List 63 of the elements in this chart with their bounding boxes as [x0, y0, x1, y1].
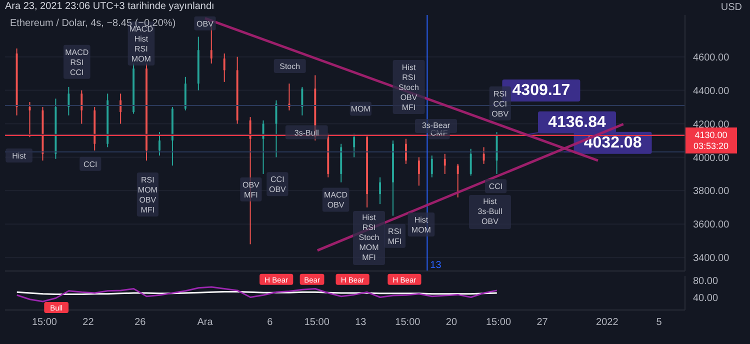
candlestick [120, 93, 122, 124]
x-tick-label: 20 [446, 317, 458, 328]
candlestick [444, 153, 446, 174]
ref-line-label: 4136.84 [548, 114, 606, 131]
y-tick-label: 3400.00 [693, 253, 730, 264]
y-tick-label: 4400.00 [693, 86, 730, 97]
annotation: Hist [12, 151, 27, 160]
x-tick-label: 15:00 [486, 317, 512, 328]
annotation: MACD OBV [324, 190, 348, 210]
y-tick-label: 80.00 [693, 276, 718, 287]
x-tick-label: 2022 [596, 317, 619, 328]
x-tick-label: Ara [197, 317, 214, 328]
candlestick [418, 156, 420, 186]
y-tick-label: 3600.00 [693, 220, 730, 231]
x-tick-label: 26 [134, 317, 146, 328]
candlestick [470, 148, 472, 176]
x-tick-label: 15:00 [32, 317, 58, 328]
candlestick [379, 176, 381, 205]
y-tick-label: 4600.00 [693, 52, 730, 64]
x-tick-label: 22 [82, 317, 94, 328]
candlestick [223, 52, 226, 82]
ref-line-label: 4032.08 [584, 134, 642, 152]
annotation: Hist RSI Stoch MOM MFI [353, 211, 385, 265]
ref-line-label: 4309.17 [512, 82, 570, 99]
candlestick [482, 146, 485, 164]
x-tick-label: 13 [355, 317, 367, 328]
annotation: Hist 3s-Bull OBV [468, 195, 512, 229]
candlestick [430, 155, 433, 178]
y-axis-title: USD [720, 2, 742, 14]
annotation: RSI MOM OBV MFI [138, 175, 158, 214]
x-tick-label: 6 [267, 317, 274, 328]
annotation: RSI CCI OBV [492, 88, 510, 118]
candlestick [301, 86, 304, 116]
x-tick-label: 15:00 [395, 317, 421, 328]
chart-subtitle: Ara 23, 2021 23:06 UTC+3 tarihinde yayınlandı [5, 1, 214, 12]
annotation: OBV MFI [242, 180, 260, 199]
y-tick-label: 3800.00 [693, 186, 730, 198]
annotation: MOM [350, 104, 371, 114]
y-tick-label: 4000.00 [693, 152, 730, 164]
annotation: CCI [488, 182, 503, 191]
y-tick-label: 40.00 [693, 292, 718, 304]
x-tick-label: 27 [536, 317, 548, 328]
candlestick [80, 90, 83, 124]
annotation: CCI OBV [268, 174, 287, 194]
annotation: 3s-Bull [294, 128, 320, 137]
candlestick [68, 86, 70, 116]
annotation: CMF [430, 128, 448, 137]
candlestick [353, 133, 356, 158]
x-tick-label: 15:00 [304, 317, 330, 328]
annotation: OBV [196, 18, 214, 28]
annotation: Hist MOM [411, 214, 432, 234]
line-series [16, 286, 498, 302]
annotation: CCI [84, 159, 98, 168]
candlestick [456, 163, 459, 198]
annotation: Stoch [280, 62, 300, 71]
ref-line-label: 13 [430, 260, 442, 271]
annotation: Hist RSI Stoch OBV MFI [398, 62, 420, 112]
annotation: RSI MFI [388, 226, 402, 246]
ref-line-label: 4130.00 03:53:20 [693, 130, 729, 151]
candlestick [405, 138, 407, 164]
x-tick-label: 5 [656, 317, 662, 328]
annotation: MACD RSI CCI [65, 47, 89, 76]
candlestick [158, 132, 160, 156]
